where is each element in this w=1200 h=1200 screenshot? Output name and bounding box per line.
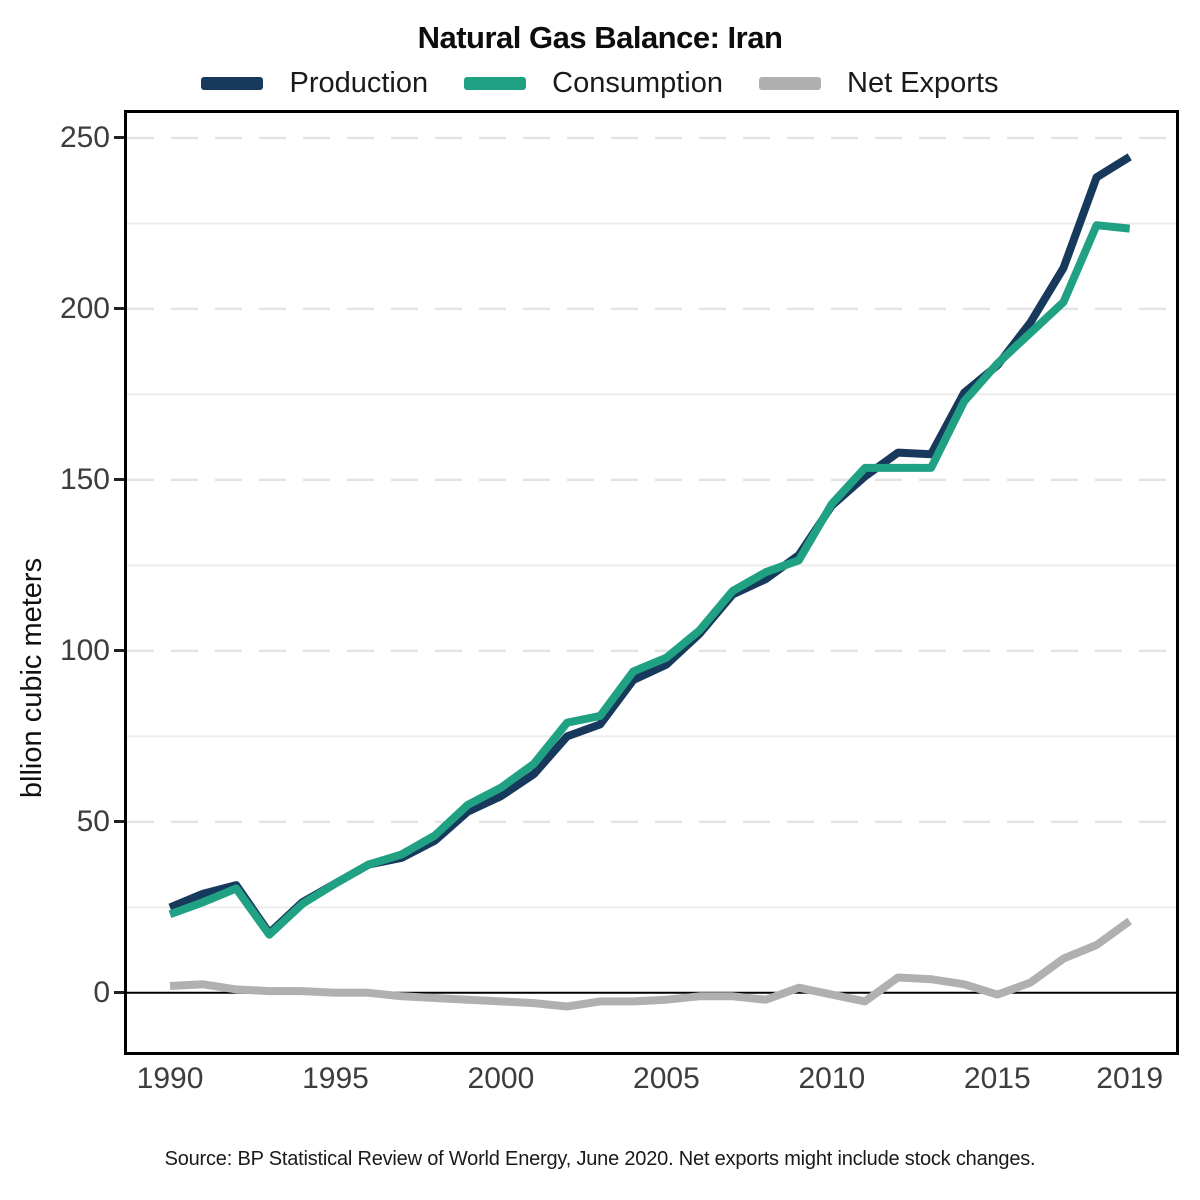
legend-item-consumption: Consumption xyxy=(464,67,723,100)
x-tick-label: 2019 xyxy=(1096,1062,1164,1095)
x-tick-label: 2010 xyxy=(798,1062,866,1095)
y-tick-label: 250 xyxy=(59,120,110,154)
legend-label-net-exports: Net Exports xyxy=(847,66,999,99)
y-tick-label: 200 xyxy=(59,291,110,325)
y-tick-mark xyxy=(114,991,124,995)
y-tick-label: 150 xyxy=(59,462,110,496)
legend-label-consumption: Consumption xyxy=(552,66,724,99)
consumption-line-swatch xyxy=(464,76,527,90)
legend: Production Consumption Net Exports xyxy=(0,64,1200,102)
source-note: Source: BP Statistical Review of World E… xyxy=(164,1148,1036,1170)
y-axis-title: bllion cubic meters xyxy=(16,557,48,799)
x-tick-label: 1995 xyxy=(302,1062,369,1095)
y-tick-label: 100 xyxy=(59,633,110,667)
plot-area xyxy=(124,110,1179,1055)
y-tick-label: 50 xyxy=(76,804,110,838)
x-tick-label: 2005 xyxy=(633,1062,700,1095)
y-tick-mark xyxy=(114,307,124,311)
y-tick-mark xyxy=(114,136,124,140)
y-tick-mark xyxy=(114,820,124,824)
legend-item-net-exports: Net Exports xyxy=(759,67,999,100)
plot-svg xyxy=(127,136,1176,1011)
legend-label-production: Production xyxy=(289,66,429,99)
y-tick-mark xyxy=(114,649,124,653)
net-exports-line-swatch xyxy=(759,76,822,90)
legend-item-production: Production xyxy=(201,67,428,100)
y-tick-label: 0 xyxy=(93,975,110,1009)
y-tick-mark xyxy=(114,478,124,482)
x-tick-label: 2015 xyxy=(963,1062,1031,1095)
chart-title: Natural Gas Balance: Iran xyxy=(417,20,783,55)
x-tick-label: 1990 xyxy=(136,1062,204,1095)
production-line-swatch xyxy=(201,76,264,90)
x-tick-label: 2000 xyxy=(467,1062,535,1095)
